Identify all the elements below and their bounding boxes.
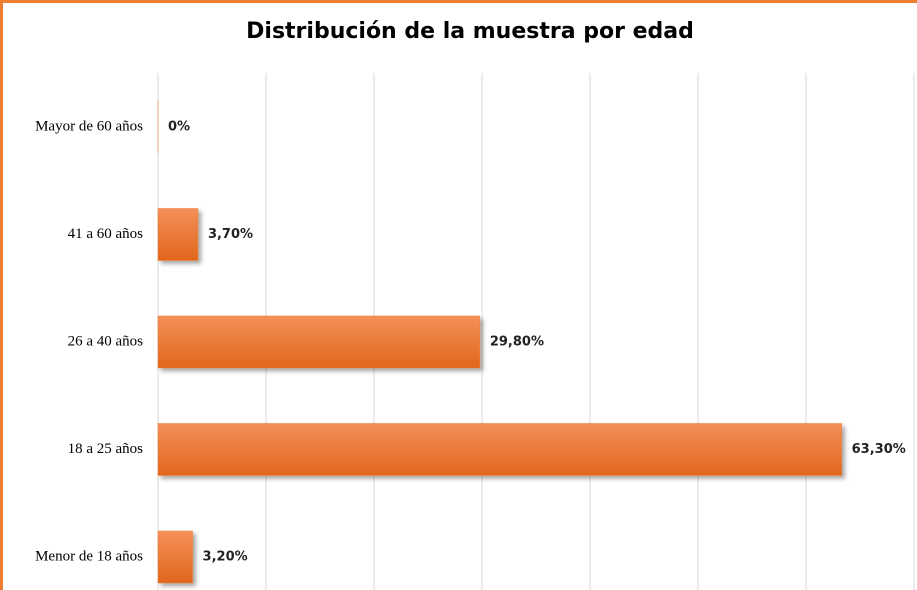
chart-title: Distribución de la muestra por edad xyxy=(246,19,694,44)
y-tick-label: Mayor de 60 años xyxy=(35,118,143,134)
data-label: 29,80% xyxy=(490,335,544,350)
bar xyxy=(157,208,199,261)
data-label: 0% xyxy=(168,120,190,135)
data-label: 3,70% xyxy=(208,227,253,242)
bar xyxy=(157,315,481,369)
data-label: 63,30% xyxy=(852,442,906,457)
y-tick-label: 26 a 40 años xyxy=(68,333,144,349)
bar xyxy=(157,423,842,476)
y-tick-label: 41 a 60 años xyxy=(68,226,144,242)
data-label: 3,20% xyxy=(203,550,248,565)
y-tick-label: Menor de 18 años xyxy=(35,548,143,564)
y-tick-label: 18 a 25 años xyxy=(68,441,144,457)
bar xyxy=(157,530,193,584)
